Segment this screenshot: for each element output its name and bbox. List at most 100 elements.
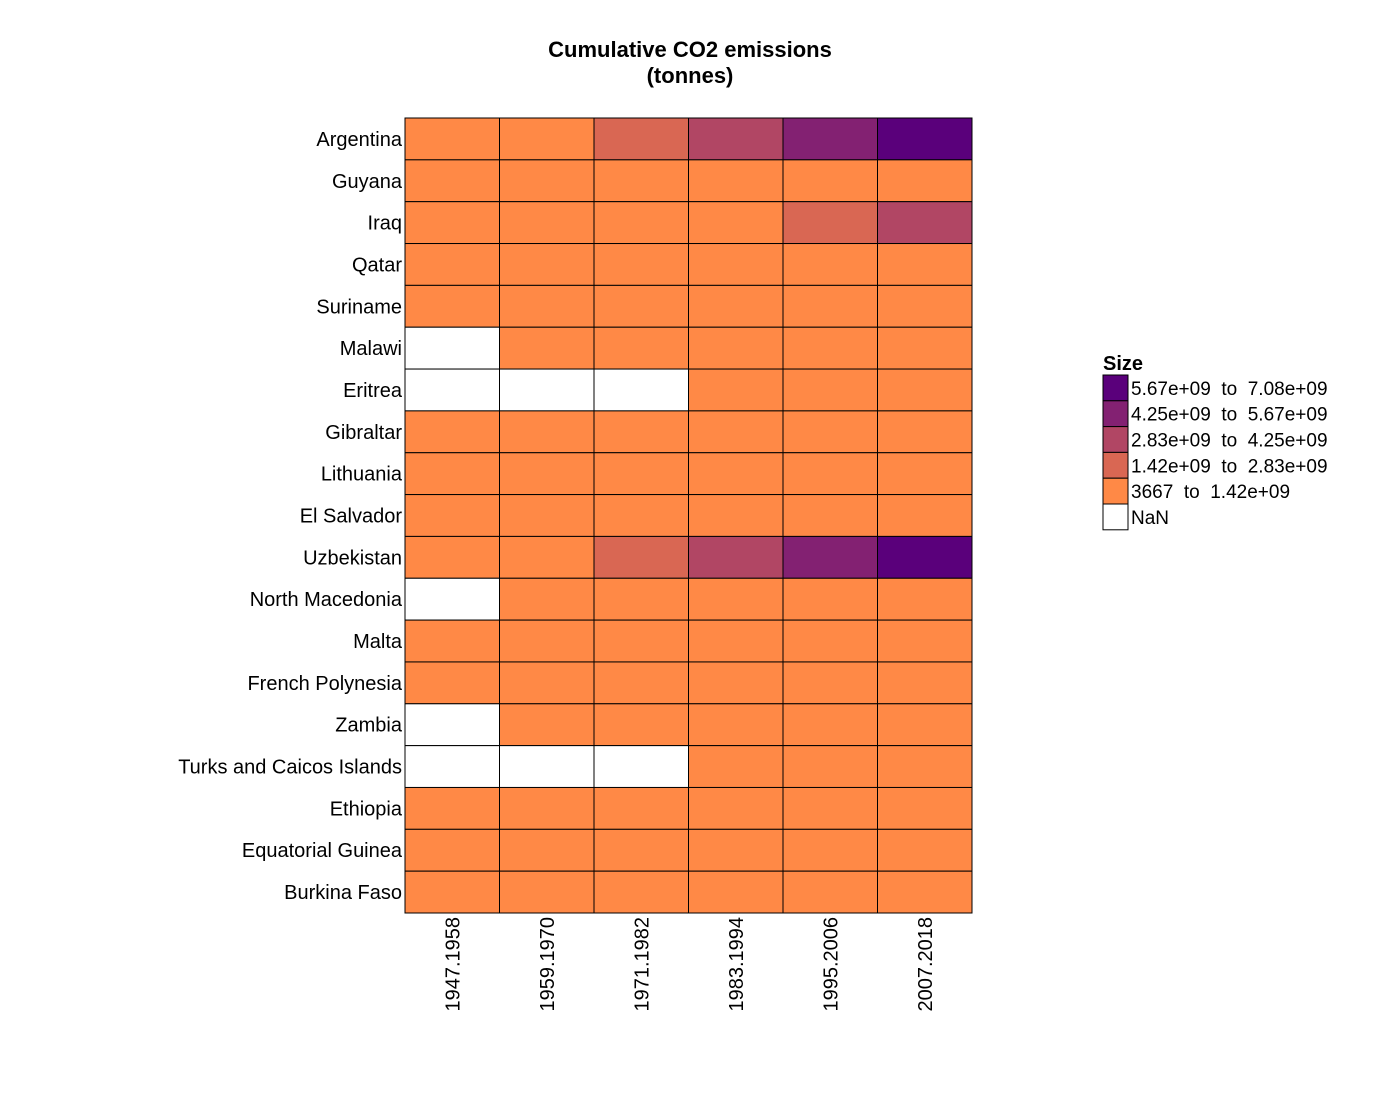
legend-label: 5.67e+09 to 7.08e+09 — [1131, 379, 1328, 400]
heatmap-cell — [877, 326, 973, 370]
heatmap-cell — [877, 117, 973, 161]
row-label: Lithuania — [321, 464, 403, 486]
legend-swatch — [1102, 374, 1129, 402]
heatmap-cell — [499, 494, 595, 537]
heatmap-cell — [877, 368, 973, 412]
column-label: 1959.1970 — [537, 917, 559, 1012]
heatmap-cell — [877, 535, 973, 579]
heatmap-cell — [877, 284, 973, 328]
legend-swatch — [1102, 400, 1129, 428]
row-label: French Polynesia — [247, 673, 402, 695]
heatmap-cell — [877, 159, 973, 203]
heatmap-cell — [782, 828, 878, 872]
heatmap-cell — [688, 117, 784, 161]
heatmap-cell — [404, 786, 500, 830]
heatmap-cell — [782, 745, 878, 788]
heatmap-cell — [593, 535, 689, 579]
heatmap-cell — [593, 326, 689, 370]
heatmap-cell — [499, 535, 595, 579]
row-labels: Argentina Guyana Iraq Qatar Suriname Malawi Er… — [178, 129, 403, 904]
row-label: Malta — [353, 631, 403, 653]
heatmap-cell — [404, 284, 500, 328]
heatmap-cell — [404, 368, 500, 412]
row-label: Guyana — [332, 171, 403, 193]
row-label: Zambia — [335, 715, 403, 737]
heatmap-cell — [877, 201, 973, 245]
heatmap-cell — [404, 535, 500, 579]
row-label: Malawi — [340, 338, 402, 360]
heatmap-cell — [877, 870, 973, 914]
row-label: Suriname — [316, 296, 402, 318]
heatmap-cell — [404, 577, 500, 621]
heatmap-cell — [593, 494, 689, 537]
heatmap-cell — [499, 828, 595, 872]
heatmap-cell — [688, 786, 784, 830]
heatmap-cell — [782, 577, 878, 621]
heatmap-cell — [688, 326, 784, 370]
heatmap-cell — [688, 619, 784, 663]
heatmap-cell — [593, 703, 689, 747]
heatmap-cell — [593, 828, 689, 872]
heatmap-cell — [877, 828, 973, 872]
heatmap-cell — [782, 243, 878, 286]
heatmap-cell — [688, 452, 784, 496]
row-label: Gibraltar — [325, 422, 402, 444]
column-label: 1947.1958 — [442, 917, 464, 1012]
heatmap-cell — [782, 494, 878, 537]
row-label: Turks and Caicos Islands — [178, 757, 402, 779]
heatmap-cell — [499, 703, 595, 747]
heatmap-cell — [877, 703, 973, 747]
heatmap-cell — [782, 786, 878, 830]
heatmap-cell — [782, 117, 878, 161]
heatmap-cell — [593, 786, 689, 830]
row-label: Iraq — [368, 213, 402, 235]
heatmap-cell — [593, 452, 689, 496]
heatmap-cell — [782, 410, 878, 454]
legend-swatch — [1102, 451, 1129, 479]
heatmap-cell — [593, 577, 689, 621]
heatmap-cell — [404, 828, 500, 872]
heatmap-cell — [593, 201, 689, 245]
heatmap-cell — [499, 326, 595, 370]
heatmap-cell — [404, 703, 500, 747]
heatmap-cell — [593, 159, 689, 203]
heatmap-cell — [782, 452, 878, 496]
column-label: 2007.2018 — [915, 917, 937, 1012]
heatmap-cell — [688, 410, 784, 454]
chart-title: Cumulative CO2 emissions — [548, 37, 832, 62]
heatmap-cell — [782, 368, 878, 412]
legend-items: 5.67e+09 to 7.08e+09 4.25e+09 to 5.67e+09… — [1102, 374, 1328, 531]
row-label: Ethiopia — [330, 798, 403, 820]
row-label: Equatorial Guinea — [242, 840, 403, 862]
row-label: Argentina — [316, 129, 402, 151]
legend-label: 2.83e+09 to 4.25e+09 — [1131, 431, 1328, 452]
heatmap-cell — [593, 745, 689, 788]
heatmap-cell — [877, 410, 973, 454]
heatmap-cell — [688, 284, 784, 328]
heatmap-cell — [404, 159, 500, 203]
heatmap-cell — [688, 870, 784, 914]
heatmap-cell — [404, 201, 500, 245]
heatmap-cell — [499, 243, 595, 286]
legend-title: Size — [1103, 353, 1143, 375]
heatmap-cell — [782, 535, 878, 579]
heatmap-cell — [404, 619, 500, 663]
heatmap-cell — [877, 452, 973, 496]
heatmap-cell — [593, 661, 689, 705]
heatmap-cell — [688, 703, 784, 747]
column-label: 1971.1982 — [631, 917, 653, 1012]
chart-subtitle: (tonnes) — [647, 63, 734, 88]
heatmap-cell — [499, 284, 595, 328]
heatmap-cell — [404, 410, 500, 454]
heatmap-cell — [877, 243, 973, 286]
heatmap-cell — [782, 661, 878, 705]
heatmap-cell — [404, 870, 500, 914]
legend-label: 4.25e+09 to 5.67e+09 — [1131, 405, 1328, 426]
heatmap-cell — [688, 535, 784, 579]
row-label: Burkina Faso — [284, 882, 402, 904]
heatmap-cell — [404, 117, 500, 161]
heatmap-cell — [782, 703, 878, 747]
heatmap-cell — [404, 452, 500, 496]
heatmap-cell — [404, 494, 500, 537]
heatmap-cells — [404, 117, 973, 914]
